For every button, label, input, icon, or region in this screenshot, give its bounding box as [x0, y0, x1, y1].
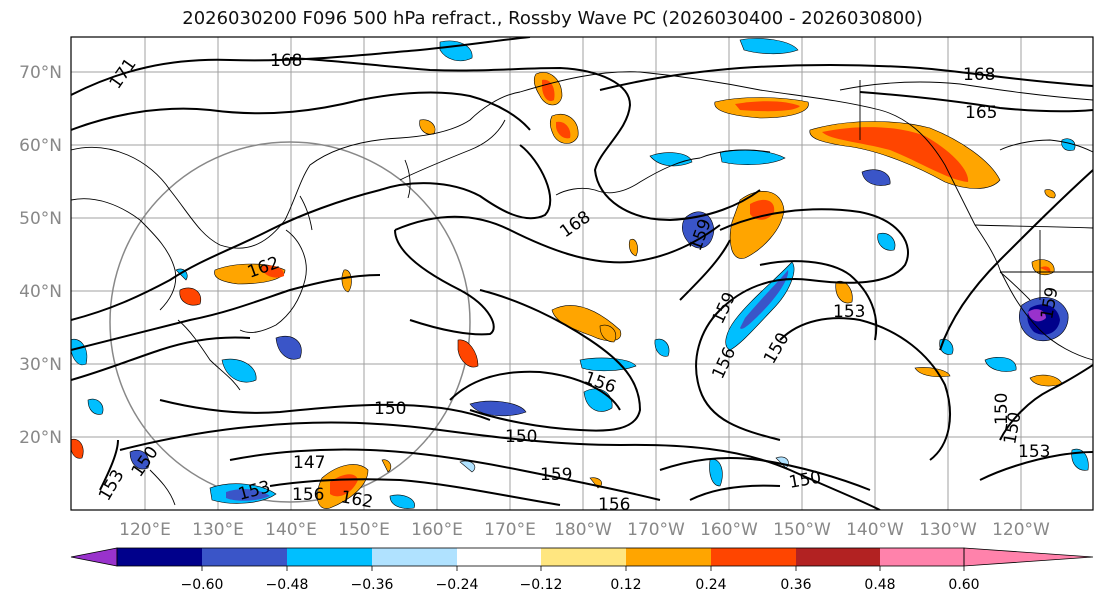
longitude-labels: 120°E 130°E 140°E 150°E 160°E 170°E 180°… [119, 520, 1050, 540]
colorbar-tick-label: −0.36 [351, 577, 394, 593]
colorbar-segment [457, 548, 541, 566]
map-frame [70, 36, 1094, 511]
colorbar-tick-label: −0.48 [266, 577, 309, 593]
colorbar-segment [117, 548, 202, 566]
region-circle [109, 141, 471, 503]
lat-label: 20°N [19, 428, 62, 448]
lon-label: 180°W [554, 520, 612, 540]
contour-label: 168 [963, 65, 995, 85]
contour-label: 150 [992, 393, 1012, 425]
lat-label: 40°N [19, 282, 62, 302]
lon-label: 170°W [627, 520, 685, 540]
colorbar-tick-label: −0.24 [436, 577, 479, 593]
colorbar-tick-label: 0.60 [948, 577, 979, 593]
lon-label: 120°E [119, 520, 171, 540]
colorbar-segment [711, 548, 796, 566]
lon-label: 120°W [992, 520, 1050, 540]
contour-label: 165 [965, 103, 997, 123]
contour-label: 147 [293, 453, 325, 473]
negative-anomaly-shading [71, 38, 1089, 509]
colorbar-tick-label: 0.12 [610, 577, 641, 593]
lon-label: 150°W [773, 520, 831, 540]
positive-anomaly-shading [71, 72, 1063, 509]
lon-label: 170°E [484, 520, 536, 540]
map-title: 2026030200 F096 500 hPa refract., Rossby… [182, 8, 923, 29]
lon-label: 150°E [338, 520, 390, 540]
colorbar-ticks [201, 566, 965, 571]
lat-label: 30°N [19, 355, 62, 375]
colorbar-extend-high [963, 547, 1094, 567]
contour-label: 150 [505, 427, 537, 447]
colorbar-tick-label: 0.36 [780, 577, 811, 593]
lon-label: 160°W [700, 520, 758, 540]
contour-label: 168 [270, 51, 302, 71]
contour-label: 153 [1018, 442, 1050, 462]
colorbar: −0.60 −0.48 −0.36 −0.24 −0.12 0.12 0.24 … [70, 547, 1094, 593]
lat-label: 60°N [19, 136, 62, 156]
colorbar-segment [287, 548, 372, 566]
lon-label: 130°W [919, 520, 977, 540]
colorbar-segment [626, 548, 711, 566]
contour-label: 159 [540, 465, 572, 485]
colorbar-extend-low [70, 547, 118, 567]
colorbar-outline [116, 547, 965, 567]
refractivity-contours [71, 37, 1093, 510]
colorbar-tick-label: −0.60 [181, 577, 224, 593]
lon-label: 160°E [411, 520, 463, 540]
coastlines [71, 71, 1093, 506]
colorbar-segment [202, 548, 287, 566]
contour-label: 162 [339, 487, 374, 512]
colorbar-tick-label: 0.24 [695, 577, 726, 593]
contour-label: 150 [374, 399, 406, 419]
latitude-labels: 70°N 60°N 50°N 40°N 30°N 20°N [19, 63, 62, 448]
contour-label: 156 [292, 485, 324, 505]
colorbar-segment [372, 548, 457, 566]
lon-label: 130°E [192, 520, 244, 540]
colorbar-tick-label: −0.12 [520, 577, 563, 593]
colorbar-segment [541, 548, 626, 566]
colorbar-segment [880, 548, 964, 566]
colorbar-segment [796, 548, 880, 566]
lon-label: 140°E [265, 520, 317, 540]
contour-label: 156 [598, 495, 630, 515]
lat-label: 50°N [19, 209, 62, 229]
lat-label: 70°N [19, 63, 62, 83]
lon-label: 140°W [846, 520, 904, 540]
colorbar-tick-label: 0.48 [864, 577, 895, 593]
contour-label: 153 [833, 302, 865, 322]
